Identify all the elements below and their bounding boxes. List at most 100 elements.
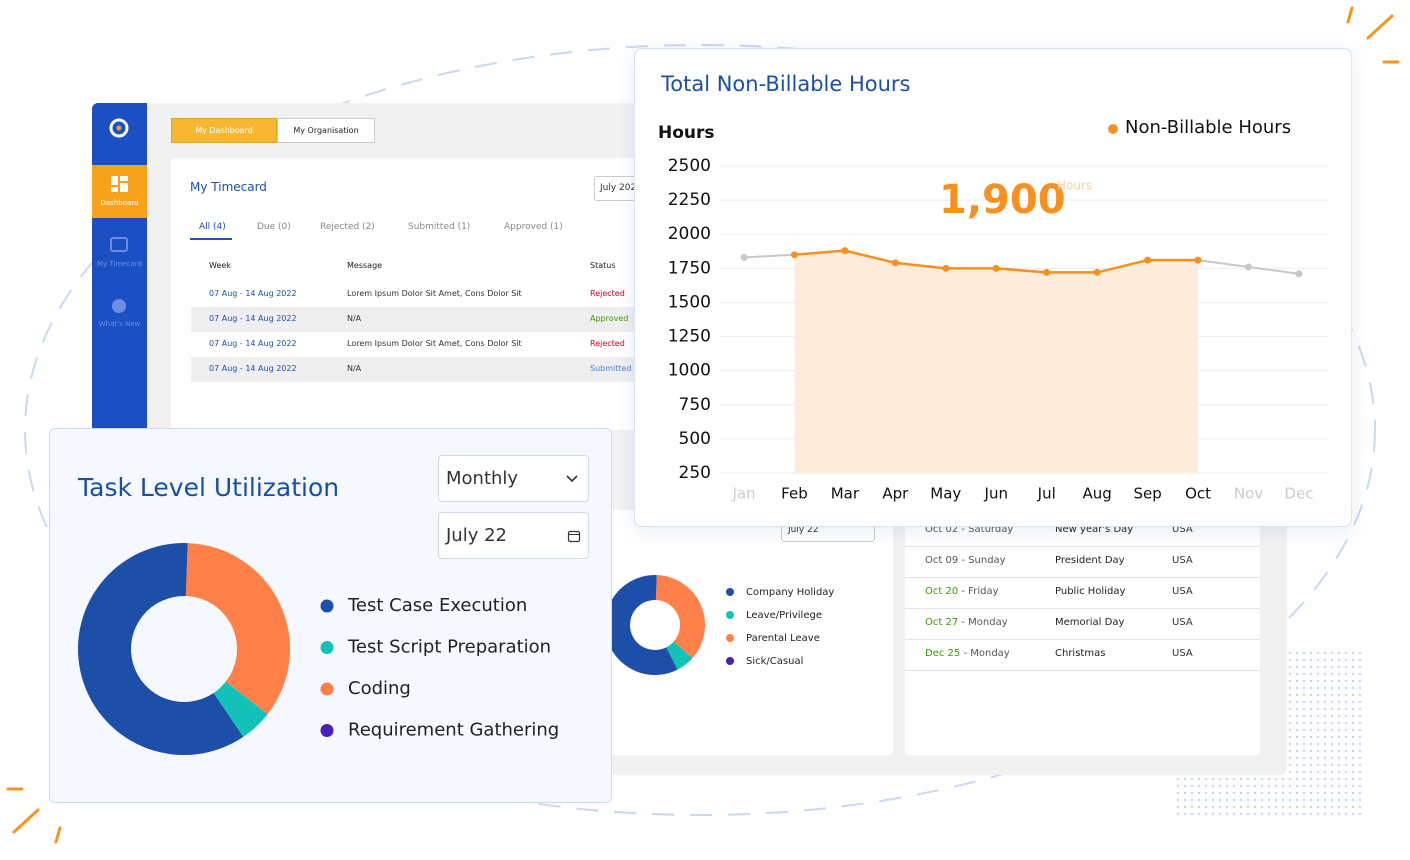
date: Oct 09 <box>925 555 959 566</box>
point <box>1245 263 1252 271</box>
holiday-name: President Day <box>1055 555 1125 566</box>
sidebar-label[interactable]: What's New <box>98 320 141 328</box>
sidebar-label[interactable]: Dashboard <box>100 199 139 207</box>
column-header: Message <box>347 261 383 270</box>
legend-label: Parental Leave <box>746 633 820 644</box>
x-tick-label: Dec <box>1284 485 1313 503</box>
point <box>1144 256 1152 264</box>
x-tick-label: Aug <box>1083 485 1112 503</box>
pie-slice <box>185 543 290 715</box>
panel-title: Task Level Utilization <box>78 473 340 502</box>
point <box>1295 270 1303 278</box>
holiday-country: USA <box>1172 617 1193 628</box>
cell: Submitted <box>590 364 632 373</box>
point <box>1093 268 1101 276</box>
pie-slice <box>666 641 693 670</box>
weekday: - Friday <box>961 586 999 597</box>
line-chart: Total Non-Billable Hours Hours 2500 2250 2… <box>658 72 1329 503</box>
holiday-name: Christmas <box>1055 648 1106 659</box>
annotation-unit: Hours <box>1057 179 1092 193</box>
point <box>942 264 950 272</box>
timecard-card: My Timecard July 2022 All (4) Due (0) Reje… <box>171 158 664 430</box>
dropdown[interactable]: Monthly <box>438 455 589 502</box>
filter-tab[interactable]: Rejected (2) <box>320 222 375 232</box>
x-tick-label: Jun <box>984 485 1008 503</box>
cell: Lorem Ipsum Dolor Sit Amet, Cons Dolor S… <box>347 289 522 298</box>
legend-swatch <box>320 599 334 613</box>
cell: Approved <box>590 314 629 323</box>
holiday-row <box>905 640 1260 671</box>
cell: 07 Aug - 14 Aug 2022 <box>209 289 297 298</box>
weekday: - Monday <box>961 617 1008 628</box>
cell: Rejected <box>590 289 625 298</box>
legend-label: Requirement Gathering <box>348 720 559 741</box>
column-header: Status <box>590 261 616 270</box>
calendar-icon <box>567 530 581 543</box>
dropdown-value: Monthly <box>446 468 519 489</box>
x-tick-label: Oct <box>1185 485 1211 503</box>
legend-swatch <box>726 611 734 619</box>
holiday-country: USA <box>1172 524 1193 535</box>
y-axis-label: Hours <box>658 123 715 143</box>
x-tick-label: Jan <box>731 485 755 503</box>
point <box>740 253 748 261</box>
legend-swatch <box>320 724 334 737</box>
x-tick-label: Apr <box>882 485 909 503</box>
legend-swatch <box>726 588 734 596</box>
point <box>1194 256 1202 264</box>
holiday-name: Memorial Day <box>1055 617 1125 628</box>
holiday-row <box>905 547 1260 578</box>
pie-slice <box>213 681 268 737</box>
sidebar: Dashboard My Timecard What's New <box>92 103 147 433</box>
line-chart-panel: Total Non-Billable Hours Hours 2500 2250 2… <box>634 48 1352 527</box>
cell: N/A <box>347 314 362 323</box>
legend-label: Coding <box>348 678 411 699</box>
pie-slice <box>78 543 244 755</box>
point <box>790 251 798 259</box>
legend-swatch <box>726 657 734 665</box>
legend-label: Test Script Preparation <box>347 637 551 658</box>
y-tick-label: 2250 <box>668 190 711 210</box>
legend-swatch <box>1108 124 1118 134</box>
legend-label: Company Holiday <box>746 587 834 598</box>
tab[interactable]: My Organisation <box>277 118 375 143</box>
legend-label: Non-Billable Hours <box>1125 117 1291 138</box>
holiday-country: USA <box>1172 648 1193 659</box>
holiday-date: Oct 02 - Saturday <box>925 524 1013 535</box>
legend-label: Sick/Casual <box>746 656 803 667</box>
x-tick-label: Mar <box>831 485 860 503</box>
annotation: 1,900 <box>939 177 1066 223</box>
row-bg <box>191 307 651 332</box>
date: Oct 02 <box>925 524 959 535</box>
area <box>794 250 1199 473</box>
y-tick-label: 1750 <box>668 258 711 278</box>
tab-underline <box>190 238 232 240</box>
point <box>992 264 1000 272</box>
x-tick-label: Nov <box>1234 485 1263 503</box>
holiday-date: Oct 09 - Sunday <box>925 555 1006 566</box>
cell: Lorem Ipsum Dolor Sit Amet, Cons Dolor S… <box>347 339 522 348</box>
sidebar-label[interactable]: My Timecard <box>97 260 142 268</box>
leave-card: July 22 Company Holiday Leave/Privilege Pa… <box>590 510 893 755</box>
cell: Rejected <box>590 339 625 348</box>
date-picker[interactable]: July 22 <box>438 512 589 559</box>
filter-tab[interactable]: All (4) <box>199 222 226 232</box>
legend-swatch <box>726 634 734 642</box>
tab[interactable]: My Dashboard <box>171 118 277 143</box>
filter-tab[interactable]: Due (0) <box>257 222 291 232</box>
holiday-country: USA <box>1172 586 1193 597</box>
holiday-name: New year's Day <box>1055 524 1134 535</box>
legend-label: Leave/Privilege <box>746 610 822 621</box>
filter-tab[interactable]: Submitted (1) <box>408 222 471 232</box>
pie-slice <box>605 575 678 675</box>
holiday-row <box>905 578 1260 609</box>
holidays-card: Oct 02 - Saturday New year's Day USA Oct 09… <box>905 510 1260 755</box>
filter-tab[interactable]: Approved (1) <box>504 222 563 232</box>
accent-strokes <box>6 6 1400 844</box>
weekday: - Sunday <box>961 555 1006 566</box>
date: Oct 27 <box>925 617 959 628</box>
y-tick-label: 500 <box>679 429 711 449</box>
